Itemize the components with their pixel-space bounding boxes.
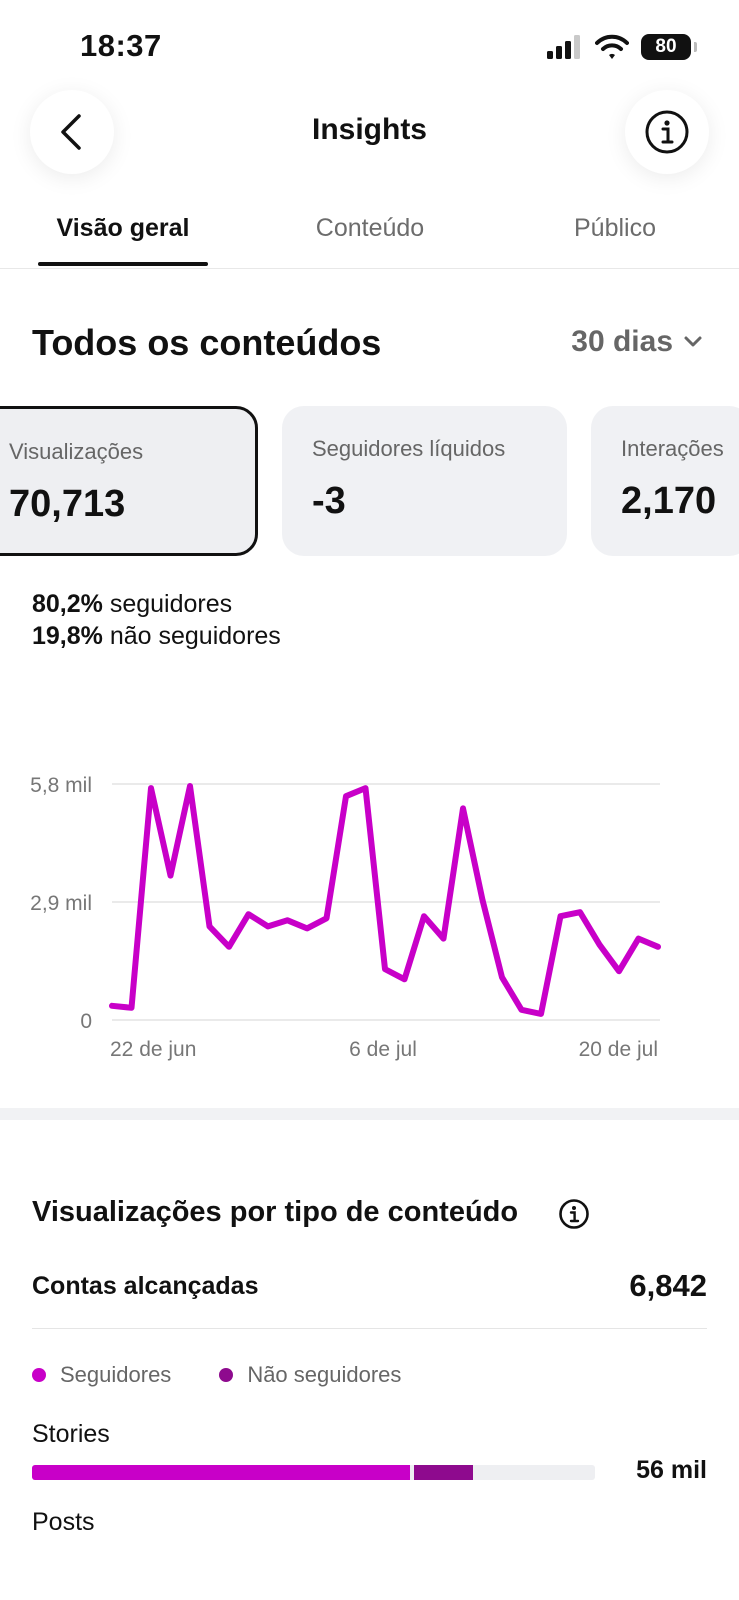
- metric-card-interactions[interactable]: Interações 2,170: [591, 406, 739, 556]
- posts-label: Posts: [32, 1508, 95, 1536]
- stories-value: 56 mil: [636, 1456, 707, 1484]
- metric-card-views[interactable]: Visualizações 70,713: [0, 406, 258, 556]
- stories-bar: [32, 1465, 595, 1480]
- chevron-down-icon: [684, 336, 702, 347]
- x-tick-label: 22 de jun: [110, 1038, 196, 1061]
- non-followers-text: não seguidores: [109, 622, 281, 650]
- accounts-reached-value: 6,842: [629, 1268, 707, 1303]
- metric-label: Seguidores líquidos: [312, 436, 506, 461]
- content-type-info-button[interactable]: [558, 1198, 590, 1235]
- tab-audience[interactable]: Público: [574, 214, 656, 242]
- legend-non-followers: Não seguidores: [219, 1362, 401, 1388]
- legend-label: Seguidores: [60, 1362, 172, 1387]
- stories-label: Stories: [32, 1420, 110, 1448]
- tab-overview[interactable]: Visão geral: [56, 214, 190, 242]
- wifi-icon: [595, 34, 629, 59]
- divider: [32, 1328, 707, 1329]
- page-title: Insights: [311, 113, 427, 146]
- audience-breakdown: 80,2% seguidores 19,8% não seguidores: [32, 588, 281, 652]
- info-button[interactable]: [625, 90, 709, 174]
- tabs-divider: [0, 268, 739, 269]
- status-icons: 80: [547, 34, 697, 60]
- active-tab-indicator: [38, 262, 208, 266]
- back-button[interactable]: [30, 90, 114, 174]
- metric-value: -3: [312, 480, 346, 522]
- views-line-chart: 5,8 mil 2,9 mil 0 22 de jun 6 de jul 20 de ju…: [30, 774, 661, 1061]
- y-tick-label: 5,8 mil: [30, 774, 92, 797]
- followers-pct: 80,2%: [32, 590, 103, 618]
- followers-text: seguidores: [109, 590, 233, 618]
- section-divider: [0, 1108, 739, 1120]
- legend-dot-non-followers: [219, 1368, 234, 1382]
- legend-label: Não seguidores: [247, 1362, 402, 1387]
- chevron-left-icon: [61, 114, 81, 150]
- metric-value: 2,170: [621, 480, 717, 522]
- stories-bar-non-followers: [414, 1465, 473, 1480]
- metric-value: 70,713: [9, 483, 126, 525]
- info-icon: [645, 110, 689, 154]
- cellular-signal-icon: [547, 35, 580, 59]
- date-range-label: 30 dias: [571, 325, 673, 358]
- metric-label: Interações: [621, 436, 724, 461]
- tab-content[interactable]: Conteúdo: [315, 214, 425, 242]
- non-followers-line: 19,8% não seguidores: [32, 620, 281, 652]
- section-title: Todos os conteúdos: [32, 322, 382, 363]
- legend-followers: Seguidores: [32, 1362, 171, 1388]
- accounts-reached-label: Contas alcançadas: [32, 1272, 259, 1300]
- y-tick-label: 2,9 mil: [30, 892, 92, 915]
- x-tick-label: 6 de jul: [349, 1038, 417, 1061]
- metric-card-net-followers[interactable]: Seguidores líquidos -3: [282, 406, 567, 556]
- battery-icon: 80: [641, 34, 697, 60]
- date-range-select[interactable]: 30 dias: [571, 325, 703, 359]
- status-time: 18:37: [80, 28, 162, 63]
- series-line-views: [109, 783, 661, 1017]
- battery-level: 80: [655, 36, 677, 57]
- non-followers-pct: 19,8%: [32, 622, 103, 650]
- followers-line: 80,2% seguidores: [32, 588, 281, 620]
- legend-dot-followers: [32, 1368, 46, 1382]
- x-tick-label: 20 de jul: [579, 1038, 658, 1061]
- chart-legend: Seguidores Não seguidores: [32, 1362, 401, 1388]
- stories-bar-followers: [32, 1465, 410, 1480]
- content-type-title: Visualizações por tipo de conteúdo: [32, 1196, 519, 1228]
- info-icon: [559, 1199, 589, 1229]
- y-tick-label: 0: [80, 1010, 92, 1033]
- metric-label: Visualizações: [9, 439, 144, 464]
